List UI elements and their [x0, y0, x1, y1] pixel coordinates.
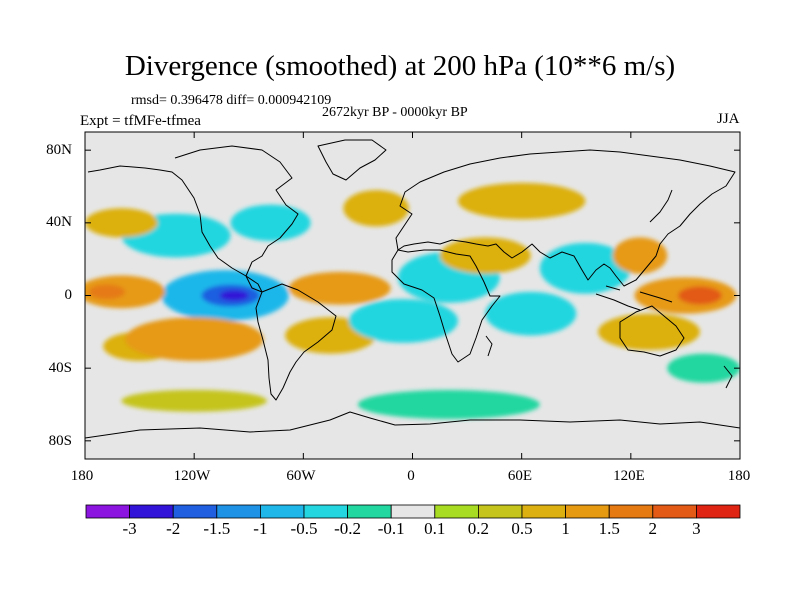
plot-title: Divergence (smoothed) at 200 hPa (10**6 … — [124, 50, 676, 82]
colorbar-swatch — [303, 504, 348, 519]
colorbar-swatch — [347, 504, 392, 519]
colorbar-swatch — [521, 504, 566, 519]
y-tick-label-40n: 40N — [46, 214, 72, 230]
colorbar-label: 0.2 — [467, 519, 490, 538]
divergence-patch — [598, 313, 700, 351]
colorbar-label: -2 — [166, 519, 181, 538]
period-label: 2672kyr BP - 0000kyr BP — [322, 105, 468, 120]
colorbar-label: 2 — [648, 519, 658, 538]
coastline-madagascar — [485, 335, 493, 357]
divergence-patch — [457, 182, 586, 220]
colorbar-label: 1 — [561, 519, 570, 538]
x-tick-label-180e: 180 — [727, 468, 751, 484]
colorbar-swatch — [259, 504, 305, 519]
coastline-greenland — [317, 139, 387, 181]
divergence-patch — [125, 317, 264, 361]
y-tick-label-80n: 80N — [46, 142, 72, 158]
divergence-patch — [121, 389, 267, 412]
x-tick-label-60w: 60W — [286, 468, 316, 484]
rmsd-diff-text: rmsd= 0.396478 diff= 0.000942109 — [131, 93, 332, 108]
divergence-patch — [485, 291, 577, 336]
coastline-eurasia — [395, 149, 736, 287]
colorbar-label: -3 — [122, 519, 137, 538]
divergence-patch — [612, 237, 668, 274]
x-tick-label-120e: 120E — [613, 468, 645, 484]
colorbar-swatch — [216, 504, 261, 519]
coastline-europe-africa — [391, 249, 501, 363]
colorbar-label: 1.5 — [598, 519, 620, 538]
x-tick-label-120w: 120W — [173, 468, 211, 484]
colorbar-swatch — [477, 504, 523, 519]
x-tick-label-180w: 180 — [70, 468, 94, 484]
colorbar-swatch — [172, 504, 218, 519]
coastline-australia — [619, 305, 685, 357]
colorbar-swatch — [129, 504, 174, 519]
colorbar-label: -0.2 — [334, 519, 362, 538]
colorbar-swatch — [565, 504, 610, 519]
divergence-patch — [219, 290, 249, 301]
colorbar-swatch — [390, 504, 436, 519]
colorbar-label: 3 — [692, 519, 701, 538]
colorbar-label: -1 — [253, 519, 268, 538]
coastline-japan — [649, 189, 673, 223]
season-label: JJA — [717, 111, 740, 127]
divergence-patch — [85, 208, 158, 238]
colorbar-swatch — [85, 504, 130, 519]
y-tick-label-0: 0 — [64, 287, 73, 303]
colorbar-swatch — [696, 504, 741, 519]
divergence-patch — [88, 284, 126, 300]
colorbar-label: -0.1 — [377, 519, 405, 538]
coastline-new-zealand — [723, 365, 733, 389]
coastline-indonesia — [595, 285, 673, 311]
divergence-patch — [439, 237, 531, 274]
x-tick-label-60e: 60E — [507, 468, 533, 484]
divergence-patch — [678, 286, 722, 305]
divergence-patch — [357, 389, 540, 420]
coastline-north-america — [87, 145, 299, 293]
y-tick-label-80s: 80S — [48, 433, 72, 449]
divergence-patch — [288, 271, 391, 305]
y-tick-label-40s: 40S — [48, 360, 72, 376]
colorbar-label: -1.5 — [203, 519, 231, 538]
divergence-patch — [667, 353, 740, 383]
colorbar-swatch — [434, 504, 479, 519]
coastline-south-america — [255, 283, 337, 401]
divergence-patch — [230, 204, 311, 241]
coastline-antarctica — [85, 411, 740, 439]
colorbar-label: -0.5 — [290, 519, 318, 538]
colorbar-label: 0.5 — [511, 519, 533, 538]
x-tick-label-0: 0 — [407, 468, 415, 484]
divergence-patch — [343, 190, 409, 227]
colorbar-swatch — [652, 504, 697, 519]
colorbar-label: 0.1 — [424, 519, 446, 538]
colorbar-swatch — [608, 504, 654, 519]
divergence-patch — [348, 299, 458, 343]
experiment-label: Expt = tfMFe-tfmea — [80, 113, 201, 129]
divergence-patch — [539, 242, 631, 294]
